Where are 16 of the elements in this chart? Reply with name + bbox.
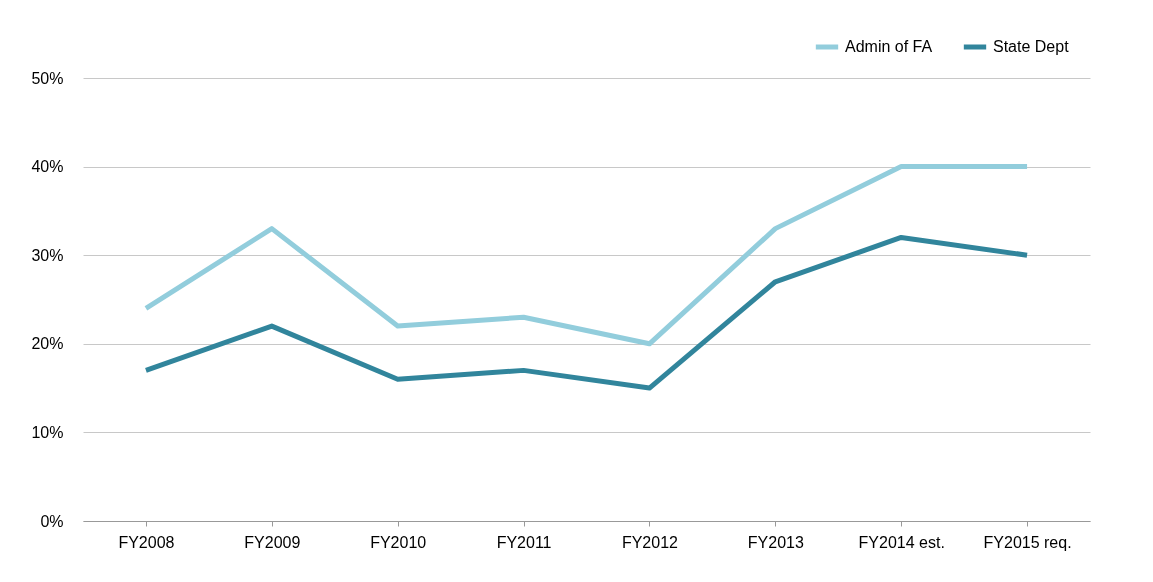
legend-label: Admin of FA <box>845 38 933 55</box>
y-tick-label: 0% <box>40 512 64 530</box>
x-tick-label: FY2012 <box>621 533 679 551</box>
legend-label: State Dept <box>993 38 1070 55</box>
x-tick-label: FY2010 <box>370 533 427 551</box>
x-tick-label: FY2013 <box>747 533 804 551</box>
x-tick-label: FY2008 <box>118 533 175 551</box>
y-tick-label: 10% <box>31 423 64 441</box>
x-tick-label: FY2009 <box>244 533 301 551</box>
y-tick-label: 40% <box>31 158 64 176</box>
x-tick-label: FY2011 <box>496 533 552 551</box>
x-tick-label: FY2015 req. <box>983 533 1072 551</box>
x-tick-label: FY2014 est. <box>858 533 945 551</box>
y-tick-label: 30% <box>31 246 64 264</box>
y-tick-label: 20% <box>31 335 64 353</box>
y-tick-label: 50% <box>31 69 64 87</box>
